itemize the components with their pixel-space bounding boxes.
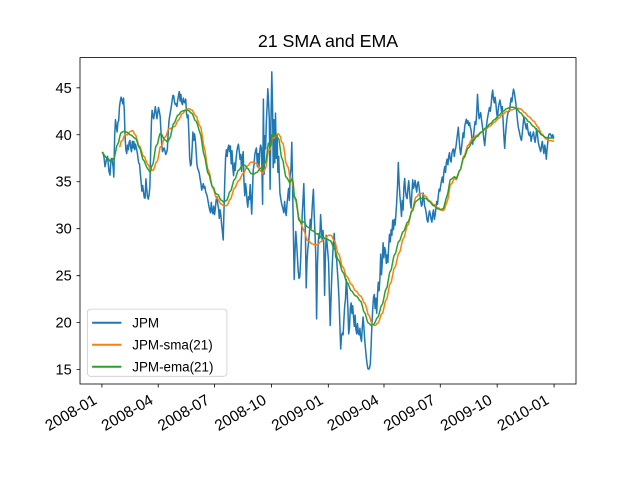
svg-text:45: 45 (55, 81, 71, 97)
svg-text:40: 40 (55, 128, 71, 144)
svg-text:30: 30 (55, 222, 71, 238)
svg-text:JPM-sma(21): JPM-sma(21) (132, 337, 212, 352)
svg-text:JPM-ema(21): JPM-ema(21) (132, 360, 213, 375)
svg-text:25: 25 (55, 269, 71, 285)
svg-text:JPM: JPM (132, 315, 159, 330)
svg-text:35: 35 (55, 175, 71, 191)
svg-text:20: 20 (55, 316, 71, 332)
svg-text:21 SMA and EMA: 21 SMA and EMA (258, 31, 398, 51)
svg-text:15: 15 (55, 363, 71, 379)
